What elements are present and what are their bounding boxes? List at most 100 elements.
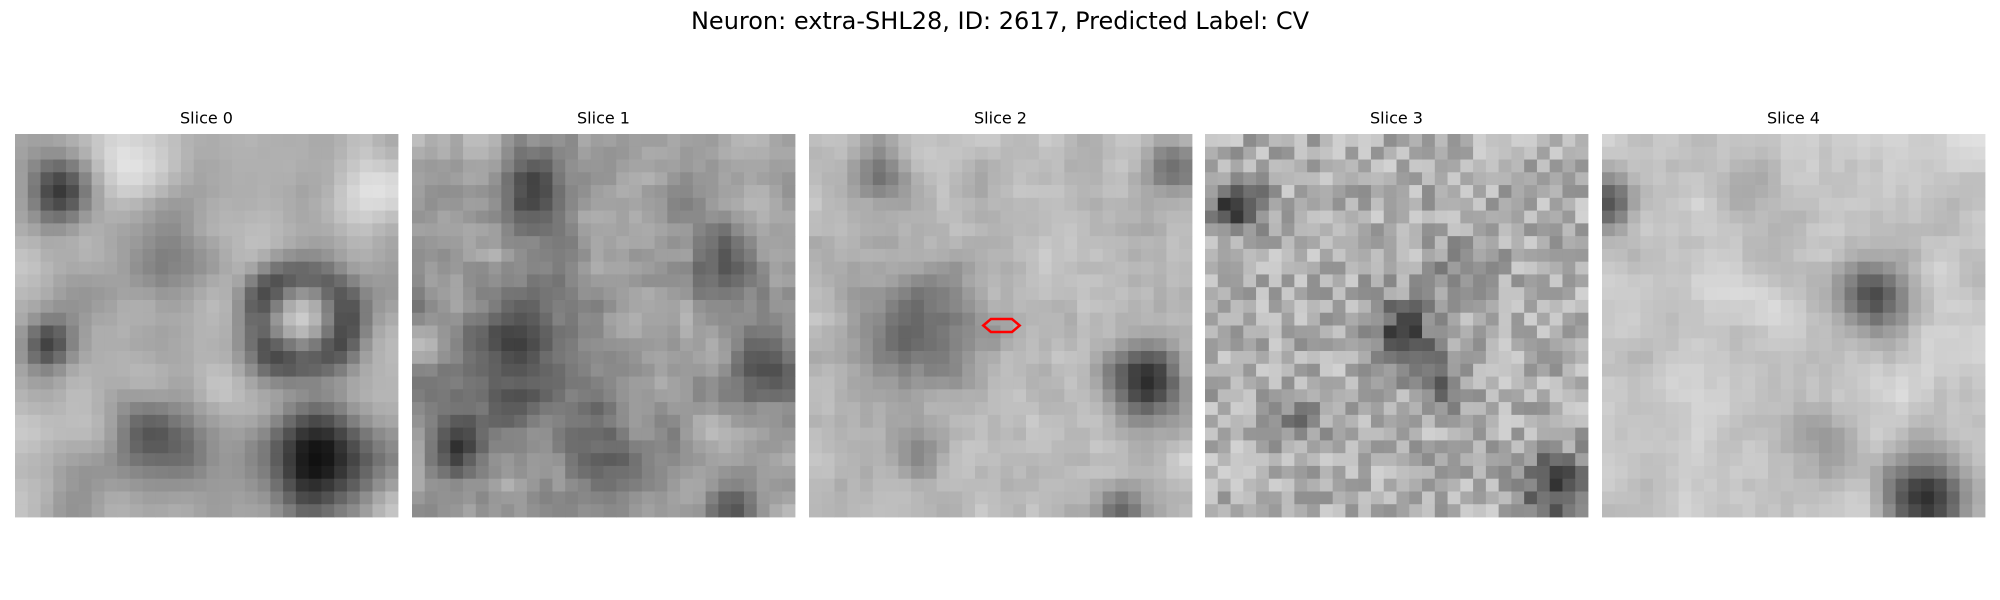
pixel [257,351,271,365]
pixel [321,223,335,237]
pixel [616,299,630,314]
pixel [692,440,707,454]
pixel [1179,478,1193,492]
pixel [1819,465,1833,480]
pixel [15,287,29,301]
pixel [809,351,823,365]
pixel [1806,478,1820,492]
pixel [974,223,989,237]
pixel [1536,478,1551,492]
pixel [1434,223,1448,237]
pixel [180,465,195,480]
pixel [603,363,617,377]
pixel [936,134,950,148]
pixel [1627,351,1641,365]
pixel [1358,478,1372,492]
pixel [616,453,630,467]
pixel [244,236,258,250]
pixel [1704,465,1718,480]
pixel [1498,159,1512,173]
pixel [15,453,29,467]
pixel [78,223,92,237]
pixel [424,478,438,492]
pixel [743,248,758,263]
pixel [1370,159,1385,173]
pixel [1806,363,1820,377]
pixel [475,504,489,518]
pixel [1704,185,1718,199]
pixel [193,338,207,352]
pixel [1793,376,1807,390]
pixel [155,223,169,237]
pixel [129,210,144,224]
pixel [782,402,796,416]
pixel [488,465,502,480]
pixel [1742,338,1756,352]
pixel [616,287,630,301]
pixel [1332,299,1346,314]
pixel [743,414,758,429]
pixel [667,414,681,429]
pixel [219,389,233,403]
pixel [372,248,386,263]
pixel [1434,146,1448,160]
pixel [295,414,310,429]
pixel [577,376,592,390]
pixel [1064,351,1078,365]
pixel [129,197,144,211]
pixel [206,478,220,492]
pixel [1434,504,1448,518]
pixel [1217,504,1231,518]
pixel [1972,440,1986,454]
pixel [603,325,617,339]
pixel [847,248,861,263]
pixel [53,172,67,186]
pixel [1857,236,1871,250]
pixel [1742,299,1756,314]
pixel [488,338,502,352]
pixel [1614,504,1628,518]
pixel [769,351,783,365]
pixel [424,299,438,314]
pixel [346,376,361,390]
pixel [1434,312,1448,326]
pixel [847,465,861,480]
pixel [488,478,502,492]
pixel [1793,363,1807,377]
pixel [1319,248,1334,263]
pixel [1256,172,1270,186]
pixel [1767,427,1782,441]
pixel [244,414,258,429]
pixel [1665,453,1679,467]
pixel [629,159,643,173]
pixel [1946,440,1960,454]
pixel [885,453,899,467]
pixel [756,185,770,199]
pixel [117,376,131,390]
pixel [731,338,745,352]
pixel [1498,299,1512,314]
pixel [1307,197,1321,211]
pixel [1780,402,1794,416]
pixel [1921,427,1935,441]
pixel [898,427,912,441]
pixel [321,376,335,390]
pixel [1038,414,1052,429]
pixel [1026,414,1040,429]
pixel [1946,414,1960,429]
pixel [1166,338,1180,352]
pixel [1217,453,1231,467]
pixel [756,402,770,416]
pixel [244,453,258,467]
pixel [1780,248,1794,263]
pixel [53,389,67,403]
pixel [539,491,553,505]
pixel [1678,287,1692,301]
pixel [1243,504,1257,518]
pixel [1536,146,1551,160]
pixel [1307,376,1321,390]
pixel [1434,402,1448,416]
pixel [1755,427,1769,441]
pixel [1549,223,1563,237]
pixel [232,414,246,429]
